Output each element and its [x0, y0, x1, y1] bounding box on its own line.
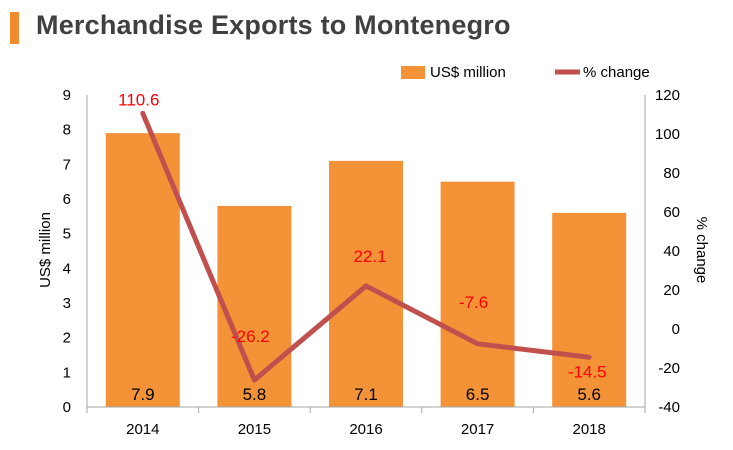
x-tick-label: 2017 — [461, 421, 494, 438]
y-tick-label: 3 — [63, 295, 71, 312]
y2-tick-label: -40 — [658, 399, 680, 416]
y2-tick-label: 60 — [663, 204, 680, 221]
bar-2017 — [440, 181, 515, 407]
x-tick-label: 2018 — [573, 421, 606, 438]
y2-tick-label: 100 — [655, 126, 680, 143]
line-series — [140, 110, 592, 383]
y-tick-label: 7 — [63, 156, 71, 173]
percent-change-line — [140, 110, 592, 383]
bar-2014 — [105, 133, 180, 407]
y-tick-label: 8 — [63, 122, 71, 139]
line-value-label: -26.2 — [231, 327, 270, 346]
line-value-label: 110.6 — [118, 90, 159, 109]
x-tick-label: 2016 — [349, 421, 382, 438]
y-tick-label: 5 — [63, 226, 71, 243]
y-tick-label: 4 — [63, 260, 71, 277]
chart-header: Merchandise Exports to Montenegro — [0, 0, 733, 60]
bar-series — [105, 133, 627, 407]
y-tick-label: 2 — [63, 330, 71, 347]
y2-tick-label: 20 — [663, 282, 680, 299]
y2-tick-label: 120 — [655, 87, 680, 104]
title-accent-bar — [10, 12, 19, 44]
bar-value-label: 6.5 — [466, 385, 490, 404]
bar-2015 — [217, 205, 292, 407]
data-labels: 7.9 5.8 7.1 6.5 5.6 110.6 -26.2 22.1 -7.6 -14.5 — [118, 90, 606, 404]
chart-title: Merchandise Exports to Montenegro — [36, 10, 511, 40]
line-value-label: -14.5 — [568, 362, 607, 381]
line-value-label: 22.1 — [353, 247, 386, 266]
bar-value-label: 5.8 — [243, 385, 267, 404]
legend-line-label: % change — [583, 64, 650, 81]
y-tick-label: 0 — [63, 399, 71, 416]
y2-tick-label: 40 — [663, 243, 680, 260]
legend-bar-label: US$ million — [430, 64, 506, 81]
y2-tick-label: 0 — [672, 321, 680, 338]
bar-value-label: 5.6 — [577, 385, 601, 404]
x-tick-label: 2014 — [126, 421, 159, 438]
y-axis-label: US$ million — [37, 212, 54, 288]
x-tick-label: 2015 — [238, 421, 271, 438]
y2-tick-label: 80 — [663, 165, 680, 182]
y-tick-label: 9 — [63, 87, 71, 104]
bar-2018 — [552, 212, 627, 407]
axes: 0 1 2 3 4 5 6 7 8 9 -40 -20 0 20 40 60 80 100 120 2014 2015 2… — [63, 87, 680, 438]
legend-bar-swatch — [401, 66, 425, 79]
y2-axis-label: % change — [693, 217, 710, 284]
line-value-label: -7.6 — [459, 293, 488, 312]
bar-value-label: 7.1 — [354, 385, 378, 404]
y-tick-label: 1 — [63, 364, 71, 381]
y2-tick-label: -20 — [658, 360, 680, 377]
y-tick-label: 6 — [63, 191, 71, 208]
legend: US$ million % change — [401, 64, 650, 81]
bar-value-label: 7.9 — [131, 385, 155, 404]
